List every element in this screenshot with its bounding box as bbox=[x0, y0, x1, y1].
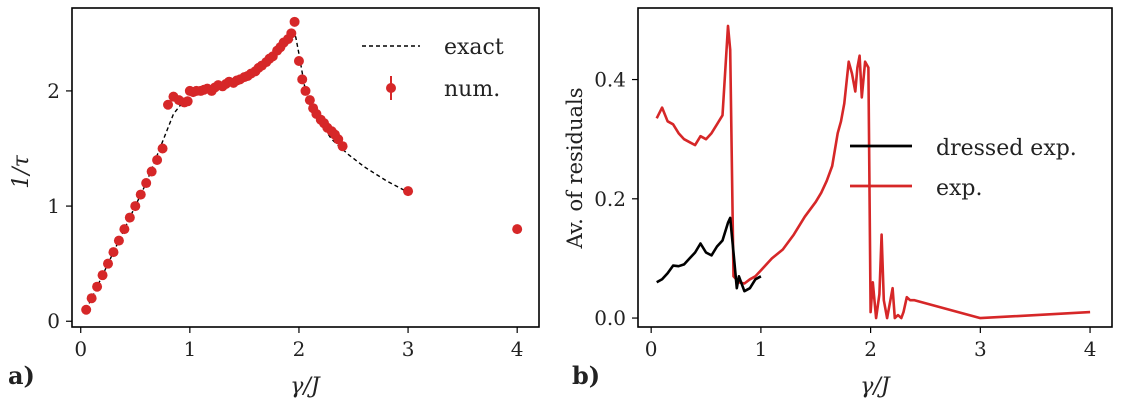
panel-b-series bbox=[655, 24, 1091, 320]
panel-a-legend: exact num. bbox=[362, 35, 504, 102]
data-point-num bbox=[289, 16, 300, 27]
panel-a-label: a) bbox=[8, 361, 35, 390]
data-point-num bbox=[92, 281, 103, 292]
x-tick-label: 3 bbox=[402, 337, 415, 361]
y-tick-label: 0.2 bbox=[594, 187, 626, 211]
data-point-num bbox=[300, 85, 311, 96]
series-line-exp bbox=[655, 24, 1091, 320]
x-tick-label: 4 bbox=[511, 337, 524, 361]
x-tick-label: 2 bbox=[864, 337, 877, 361]
legend-num-swatch bbox=[386, 83, 396, 93]
legend-exp-label: exp. bbox=[936, 176, 983, 201]
data-point-num bbox=[297, 74, 308, 85]
data-point-num bbox=[141, 178, 152, 189]
panel-a-series bbox=[81, 16, 523, 315]
data-point-num bbox=[135, 189, 146, 200]
panel-b-y-axis-label: Av. of residuals bbox=[563, 87, 587, 249]
panel-a-ticks: 0 1 2 3 4 0 1 2 bbox=[47, 79, 523, 361]
legend-dressed-exp-label: dressed exp. bbox=[936, 136, 1077, 161]
y-tick-label: 1 bbox=[47, 194, 60, 218]
data-point-num bbox=[113, 235, 124, 246]
data-point-num bbox=[108, 247, 119, 258]
y-tick-label: 0.0 bbox=[594, 306, 626, 330]
series-line-dressed-exp bbox=[656, 216, 762, 293]
legend-num-label: num. bbox=[444, 77, 500, 102]
data-point-num bbox=[146, 166, 157, 177]
panel-b-legend: dressed exp. exp. bbox=[850, 136, 1077, 201]
panel-b-ticks: 0 1 2 3 4 0.0 0.2 0.4 bbox=[594, 68, 1096, 361]
x-tick-label: 0 bbox=[74, 337, 87, 361]
x-tick-label: 2 bbox=[293, 337, 306, 361]
x-tick-label: 3 bbox=[974, 337, 987, 361]
data-point-num bbox=[103, 258, 114, 269]
legend-exact-label: exact bbox=[444, 35, 504, 60]
data-point-num bbox=[86, 293, 97, 304]
data-point-num bbox=[512, 224, 523, 235]
panel-a-x-axis-label: γ/J bbox=[290, 374, 321, 399]
panel-b: 0 1 2 3 4 0.0 0.2 0.4 γ/J Av. of residuals b) d… bbox=[563, 7, 1113, 399]
data-point-num bbox=[293, 55, 304, 66]
data-point-num bbox=[119, 224, 130, 235]
data-point-num bbox=[182, 96, 193, 107]
data-point-num bbox=[97, 270, 108, 281]
x-tick-label: 0 bbox=[645, 337, 658, 361]
y-tick-label: 2 bbox=[47, 79, 60, 103]
data-point-num bbox=[152, 155, 163, 166]
data-point-num bbox=[286, 28, 297, 39]
x-tick-label: 1 bbox=[755, 337, 768, 361]
data-point-num bbox=[304, 95, 315, 106]
x-tick-label: 1 bbox=[183, 337, 196, 361]
panel-b-frame bbox=[637, 7, 1113, 328]
data-point-num bbox=[124, 212, 135, 223]
panel-a: 0 1 2 3 4 0 1 2 γ/J 1/τ a) exact num. bbox=[8, 7, 540, 399]
panel-b-label: b) bbox=[572, 361, 600, 390]
panel-a-frame bbox=[71, 7, 540, 328]
data-point-num bbox=[81, 304, 92, 315]
data-point-num bbox=[403, 186, 414, 197]
data-point-num bbox=[130, 201, 141, 212]
y-tick-label: 0 bbox=[47, 309, 60, 333]
data-point-num bbox=[157, 143, 168, 154]
data-point-num bbox=[337, 141, 348, 152]
x-tick-label: 4 bbox=[1084, 337, 1097, 361]
data-point-num bbox=[163, 99, 174, 110]
panel-b-x-axis-label: γ/J bbox=[860, 374, 891, 399]
panel-a-y-axis-label: 1/τ bbox=[9, 154, 34, 188]
y-tick-label: 0.4 bbox=[594, 68, 626, 92]
